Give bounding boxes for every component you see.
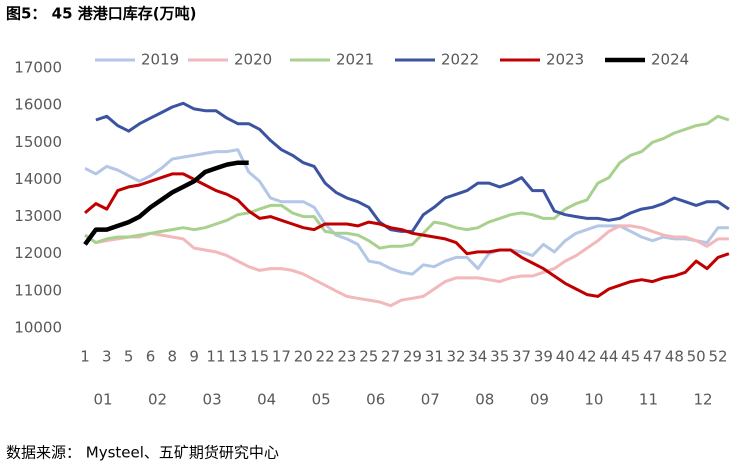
series-line (84, 224, 729, 308)
month-label: 10 (584, 391, 603, 409)
x-tick-label: 25 (359, 348, 378, 366)
month-label: 02 (148, 391, 167, 409)
x-tick-label: 34 (468, 348, 487, 366)
month-label: 08 (475, 391, 494, 409)
x-tick-label: 39 (534, 348, 553, 366)
month-label: 11 (639, 391, 658, 409)
month-label: 03 (203, 391, 222, 409)
month-label: 01 (93, 391, 112, 409)
y-tick-label: 14000 (14, 170, 62, 188)
legend-label: 2024 (651, 51, 689, 69)
x-tick-label: 27 (381, 348, 400, 366)
x-tick-label: 11 (206, 348, 225, 366)
x-tick-label: 5 (124, 348, 134, 366)
x-tick-label: 3 (102, 348, 112, 366)
x-tick-label: 48 (665, 348, 684, 366)
y-tick-label: 16000 (14, 96, 62, 114)
x-tick-label: 32 (447, 348, 466, 366)
x-tick-label: 17 (272, 348, 291, 366)
x-tick-label: 9 (189, 348, 199, 366)
x-tick-label: 40 (556, 348, 575, 366)
legend-label: 2019 (141, 51, 179, 69)
x-tick-label: 37 (512, 348, 531, 366)
y-tick-label: 17000 (14, 59, 62, 77)
x-tick-label: 20 (294, 348, 313, 366)
x-tick-label: 45 (621, 348, 640, 366)
y-tick-label: 11000 (14, 281, 62, 299)
month-label: 12 (693, 391, 712, 409)
y-tick-label: 10000 (14, 319, 62, 337)
x-tick-label: 44 (599, 348, 618, 366)
month-label: 05 (312, 391, 331, 409)
series-line (95, 101, 730, 233)
month-label: 04 (257, 391, 276, 409)
chart-title: 图5： 45 港港口库存(万吨) (6, 5, 196, 23)
y-tick-label: 12000 (14, 244, 62, 262)
x-tick-label: 52 (708, 348, 727, 366)
x-tick-label: 6 (146, 348, 156, 366)
x-tick-label: 50 (687, 348, 706, 366)
x-tick-label: 23 (337, 348, 356, 366)
legend-label: 2020 (234, 51, 272, 69)
x-tick-label: 31 (425, 348, 444, 366)
x-tick-label: 35 (490, 348, 509, 366)
y-tick-label: 13000 (14, 207, 62, 225)
x-tick-label: 47 (643, 348, 662, 366)
month-label: 06 (366, 391, 385, 409)
series-line (83, 160, 249, 246)
source: 数据来源： Mysteel、五矿期货研究中心 (6, 444, 279, 462)
series-line (84, 114, 730, 250)
x-tick-label: 8 (168, 348, 178, 366)
month-label: 07 (421, 391, 440, 409)
x-tick-label: 13 (228, 348, 247, 366)
x-tick-label: 42 (577, 348, 596, 366)
legend-label: 2023 (546, 51, 584, 69)
y-tick-label: 15000 (14, 133, 62, 151)
x-tick-label: 15 (250, 348, 269, 366)
series-line (84, 172, 730, 298)
x-tick-label: 1 (80, 348, 90, 366)
legend-label: 2021 (336, 51, 374, 69)
month-label: 09 (530, 391, 549, 409)
x-tick-label: 29 (403, 348, 422, 366)
legend-label: 2022 (441, 51, 479, 69)
x-tick-label: 22 (316, 348, 335, 366)
